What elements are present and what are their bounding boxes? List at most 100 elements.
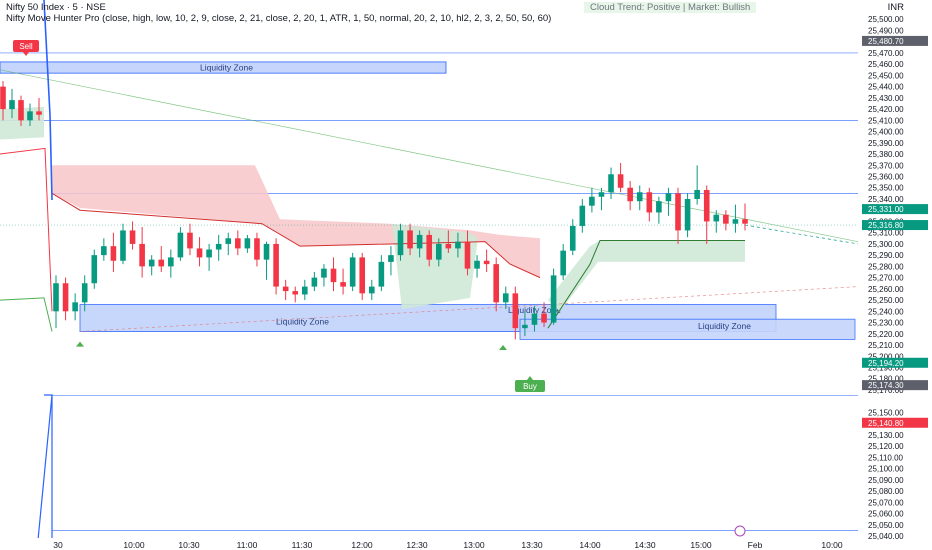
swing-low-marker xyxy=(76,341,84,347)
candle xyxy=(273,243,279,287)
time-tick-label: 14:00 xyxy=(579,540,601,550)
price-tick-label: 25,440.00 xyxy=(868,83,904,92)
candle xyxy=(139,243,145,267)
trend-badge: Cloud Trend: Positive | Market: Bullish xyxy=(584,2,757,13)
indicator-legend[interactable]: Nifty Move Hunter Pro (close, high, low,… xyxy=(6,13,552,24)
projection-line xyxy=(744,224,859,245)
price-tick-label: 25,470.00 xyxy=(868,49,904,58)
price-tag-label: 25,316.80 xyxy=(868,221,904,230)
candle xyxy=(550,275,557,323)
candle xyxy=(101,246,107,256)
time-tick-label: 10:30 xyxy=(178,540,200,550)
price-tick-label: 25,130.00 xyxy=(868,431,904,440)
price-tag-label: 25,194.20 xyxy=(868,359,904,368)
candle xyxy=(148,259,155,267)
candle xyxy=(292,291,299,295)
price-tick-label: 25,370.00 xyxy=(868,161,904,170)
candle xyxy=(177,232,184,258)
candle xyxy=(168,257,174,267)
price-tick-label: 25,310.00 xyxy=(868,229,904,238)
price-tick-label: 25,210.00 xyxy=(868,341,904,350)
candle xyxy=(569,225,576,251)
candle xyxy=(0,86,6,110)
time-tick-label: 11:00 xyxy=(237,540,258,550)
symbol-title[interactable]: Nifty 50 Index · 5 · NSE xyxy=(6,2,106,13)
price-tag-label: 25,480.70 xyxy=(868,37,904,46)
price-tick-label: 25,380.00 xyxy=(868,150,904,159)
candle xyxy=(91,255,98,284)
candle xyxy=(464,241,471,269)
candle xyxy=(81,283,88,303)
candle xyxy=(110,246,117,261)
candle xyxy=(608,174,614,193)
candle xyxy=(665,193,672,202)
candle xyxy=(617,174,624,188)
price-tick-label: 25,260.00 xyxy=(868,285,904,294)
candle xyxy=(18,100,24,121)
candle xyxy=(656,201,662,213)
stop-line xyxy=(0,147,53,312)
price-tick-label: 25,190.00 xyxy=(868,363,904,372)
sweep-line xyxy=(43,0,53,201)
candle xyxy=(426,234,433,260)
candle xyxy=(407,230,413,249)
candle xyxy=(703,189,710,222)
price-tag xyxy=(862,204,928,215)
price-tick-label: 25,170.00 xyxy=(868,386,904,395)
candle xyxy=(349,257,356,287)
event-marker-icon xyxy=(734,525,746,537)
liquidity-zone-label: Liquidity Zone xyxy=(276,316,329,326)
candle xyxy=(158,259,165,267)
liquidity-zone-label: Liquidity Zone xyxy=(698,321,751,331)
candle xyxy=(560,250,566,276)
candle xyxy=(244,238,251,249)
price-tick-label: 25,090.00 xyxy=(868,476,904,485)
currency-label: INR xyxy=(887,2,904,13)
price-tick-label: 25,270.00 xyxy=(868,274,904,283)
bearish-trend-line xyxy=(51,192,541,279)
candle xyxy=(225,238,232,244)
support-line xyxy=(0,297,53,332)
candle xyxy=(627,187,633,202)
time-tick-label: 15:00 xyxy=(690,540,712,550)
price-tick-label: 25,420.00 xyxy=(868,105,904,114)
price-tick-label: 25,150.00 xyxy=(868,408,904,417)
sell-signal-label: Sell xyxy=(19,42,33,51)
buy-signal xyxy=(515,380,545,392)
candle xyxy=(531,313,538,325)
sweep-line xyxy=(37,394,53,541)
price-tick-label: 25,180.00 xyxy=(868,375,904,384)
bullish-trend-line xyxy=(547,240,745,329)
price-tick-label: 25,110.00 xyxy=(868,453,904,462)
time-tick-label: 14:30 xyxy=(634,540,656,550)
price-tag xyxy=(862,220,928,231)
candle xyxy=(340,282,346,287)
candle xyxy=(694,189,700,199)
cloud-bullish-left xyxy=(0,106,44,140)
candle xyxy=(713,214,720,222)
price-tick-label: 25,290.00 xyxy=(868,251,904,260)
price-tick-label: 25,250.00 xyxy=(868,296,904,305)
price-tag xyxy=(862,357,928,368)
candle xyxy=(282,286,289,292)
price-tag-label: 25,140.80 xyxy=(868,419,904,428)
diagonal-trend-line xyxy=(0,69,859,243)
sell-signal-pointer xyxy=(23,52,29,56)
price-tick-label: 25,430.00 xyxy=(868,94,904,103)
candle xyxy=(263,243,270,260)
candle xyxy=(196,248,203,258)
price-tick-label: 25,100.00 xyxy=(868,465,904,474)
price-tick-label: 25,220.00 xyxy=(868,330,904,339)
cloud-bearish xyxy=(52,165,540,278)
diagonal-dashed-line xyxy=(79,286,859,332)
candle xyxy=(27,111,33,121)
liquidity-zone-top xyxy=(0,61,447,74)
candle xyxy=(474,260,480,269)
candle xyxy=(684,198,691,231)
candle xyxy=(723,214,729,224)
candle xyxy=(742,219,748,224)
price-tick-label: 25,080.00 xyxy=(868,487,904,496)
price-tick-label: 25,040.00 xyxy=(868,532,904,541)
price-tag xyxy=(862,35,928,46)
